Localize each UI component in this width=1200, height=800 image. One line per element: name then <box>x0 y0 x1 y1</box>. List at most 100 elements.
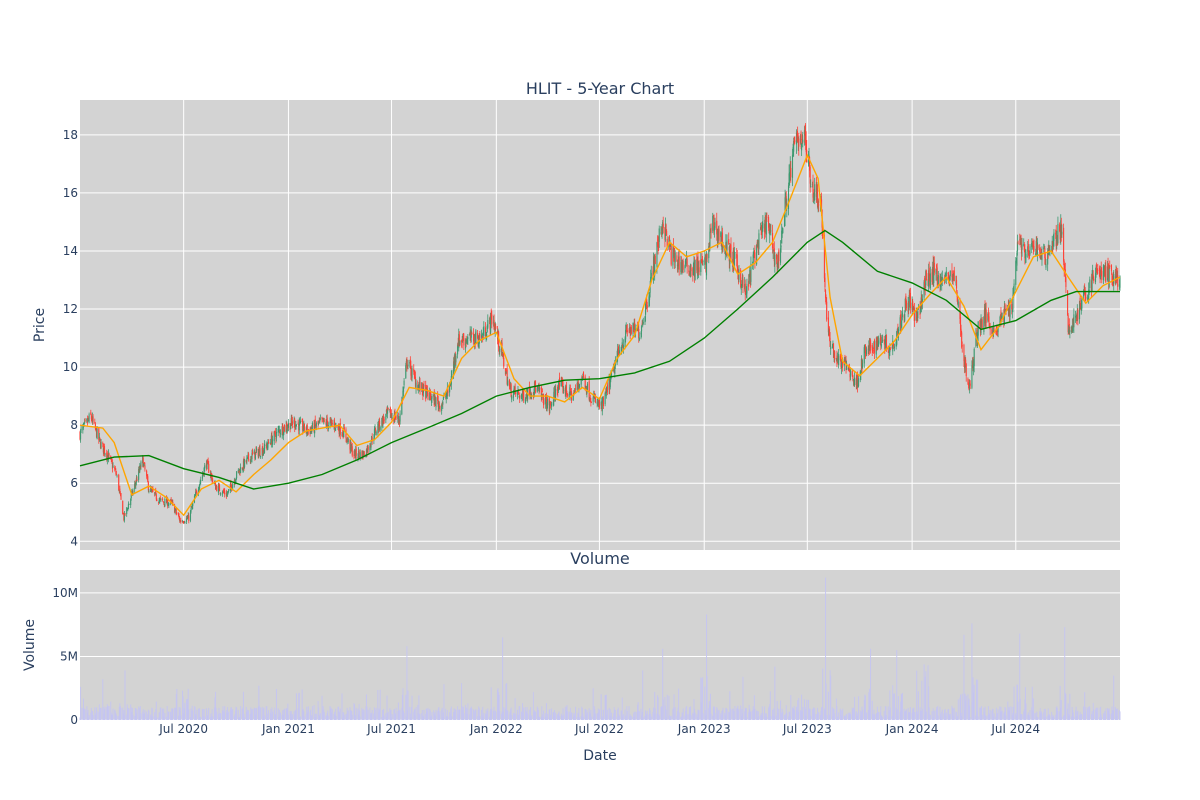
price-candles[interactable] <box>79 123 1121 524</box>
volume-bar <box>349 707 351 720</box>
volume-bar <box>629 716 631 720</box>
volume-bar <box>936 707 938 720</box>
volume-bar <box>980 708 982 720</box>
candle-body <box>774 254 776 265</box>
volume-bar <box>174 707 176 720</box>
volume-bar <box>746 717 748 720</box>
volume-bar <box>774 666 776 720</box>
volume-bar <box>1053 717 1055 720</box>
volume-bar <box>556 714 558 720</box>
volume-bar <box>94 715 96 720</box>
volume-bar <box>350 709 352 720</box>
volume-bar <box>845 714 847 720</box>
volume-bar <box>331 709 333 720</box>
candle-body <box>832 343 834 347</box>
candle-body <box>398 420 400 422</box>
candle-body <box>369 446 371 451</box>
volume-bar <box>753 695 755 720</box>
candle-body <box>315 423 317 427</box>
candle-body <box>1051 240 1053 248</box>
candle-body <box>91 419 93 422</box>
candle-body <box>1081 296 1083 309</box>
volume-bar <box>960 694 962 720</box>
candle-body <box>250 456 252 463</box>
volume-bar <box>884 706 886 720</box>
candle-body <box>236 471 238 479</box>
candle-body <box>646 305 648 309</box>
volume-bar <box>306 712 308 720</box>
candle-body <box>963 360 966 369</box>
candle-body <box>909 292 911 297</box>
candle-body <box>461 341 463 343</box>
candle-body <box>206 460 208 470</box>
volume-bar <box>802 706 804 720</box>
volume-bar <box>987 706 989 720</box>
volume-bar <box>451 716 453 720</box>
candle-body <box>98 428 100 440</box>
candle-body <box>435 397 437 408</box>
volume-bar <box>96 711 98 720</box>
volume-bar <box>859 710 861 720</box>
volume-bar <box>399 710 401 720</box>
volume-bar <box>618 714 620 720</box>
volume-bar <box>421 709 423 720</box>
candle-body <box>925 271 927 286</box>
volume-bar <box>530 716 532 720</box>
candle-body <box>114 467 116 470</box>
volume-bar <box>517 714 519 720</box>
volume-bar <box>825 683 827 720</box>
candle-body <box>1065 277 1067 288</box>
candle-body <box>537 388 540 389</box>
volume-bar <box>371 713 373 720</box>
volume-bar <box>118 706 120 720</box>
volume-bar <box>107 710 109 720</box>
volume-bar <box>86 706 88 720</box>
volume-bar <box>598 709 600 720</box>
candle-body <box>770 230 772 232</box>
volume-bar <box>538 716 540 720</box>
volume-bar <box>593 716 595 720</box>
candle-body <box>405 361 407 365</box>
candle-body <box>936 265 938 268</box>
candle-body <box>907 302 909 312</box>
volume-bar <box>410 707 412 720</box>
volume-bar <box>634 716 636 720</box>
volume-bar <box>657 695 659 720</box>
volume-bar <box>1047 715 1049 720</box>
volume-bar <box>1075 706 1077 720</box>
volume-bar <box>162 712 164 720</box>
volume-bar <box>839 708 841 720</box>
volume-bar <box>1095 707 1097 720</box>
candle-body <box>899 317 901 332</box>
volume-bar <box>134 708 136 720</box>
volume-bars[interactable] <box>79 577 1121 720</box>
volume-bar <box>377 689 379 720</box>
volume-bar <box>870 648 872 720</box>
volume-bar <box>666 694 668 720</box>
candle-body <box>99 437 101 440</box>
candle-body <box>617 348 619 359</box>
candle-body <box>932 266 934 281</box>
candle-body <box>968 382 970 391</box>
volume-bar <box>366 706 368 720</box>
volume-bar <box>523 707 525 720</box>
candle-body <box>736 254 738 268</box>
candle-body <box>709 231 711 247</box>
volume-bar <box>282 709 284 720</box>
candle-body <box>753 255 755 257</box>
volume-bar <box>272 711 274 720</box>
candle-body <box>900 314 902 328</box>
volume-bar <box>953 715 955 720</box>
candle-body <box>578 384 581 388</box>
volume-bar <box>90 707 92 720</box>
candle-body <box>951 270 953 278</box>
candle-body <box>952 274 954 279</box>
volume-bar <box>298 692 300 720</box>
volume-bar <box>319 715 321 720</box>
volume-bar <box>1020 714 1022 720</box>
volume-bar <box>1104 711 1106 720</box>
volume-bar <box>657 697 659 720</box>
candle-body <box>175 509 177 510</box>
candle-body <box>736 253 738 259</box>
volume-bar <box>749 711 751 720</box>
